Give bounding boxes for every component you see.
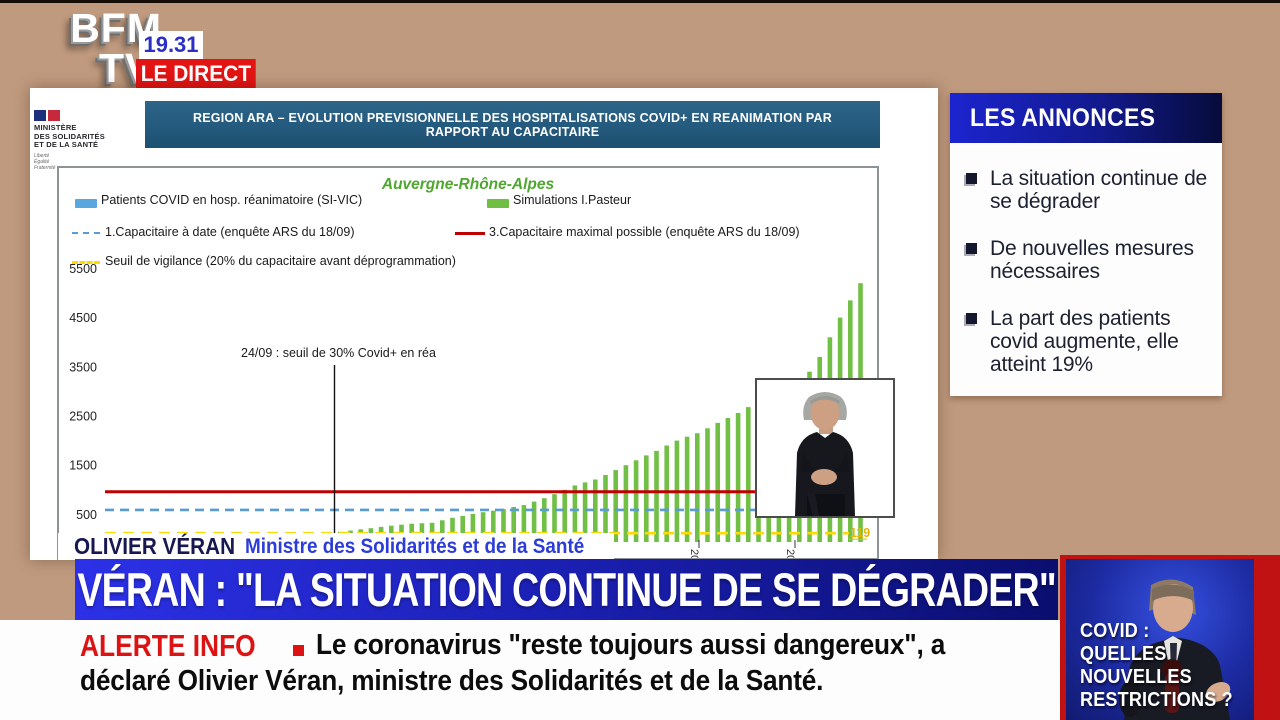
legend-label-simulations: Simulations I.Pasteur — [513, 193, 632, 207]
speaker-role: Ministre des Solidarités et de la Santé — [244, 534, 585, 558]
svg-text:24/09 : seuil de 30% Covid+ en: 24/09 : seuil de 30% Covid+ en réa — [241, 346, 436, 360]
ministry-line: ET DE LA SANTÉ — [34, 140, 99, 149]
ministry-line: MINISTÈRE — [34, 123, 77, 132]
svg-text:5500: 5500 — [69, 262, 97, 276]
interpreter-figure — [757, 380, 893, 516]
teaser-title: COVID : QUELLES NOUVELLES RESTRICTIONS ? — [1080, 619, 1233, 711]
speaker-photo — [1119, 579, 1231, 720]
legend-swatch-patients — [75, 199, 97, 208]
ticker-line-2: déclaré Olivier Véran, ministre des Soli… — [80, 665, 824, 697]
svg-text:3500: 3500 — [69, 360, 97, 374]
clock: 19.31 — [139, 31, 203, 59]
sign-language-interpreter-inset — [755, 378, 895, 518]
svg-text:2500: 2500 — [69, 410, 97, 424]
square-bullet-icon — [966, 313, 977, 324]
announcements-header: LES ANNONCES — [950, 93, 1222, 143]
ticker-line-1: Le coronavirus "reste toujours aussi dan… — [316, 629, 946, 661]
ministry-logo: MINISTÈRE DES SOLIDARITÉS ET DE LA SANTÉ… — [34, 110, 144, 171]
list-item: La part des patients covid augmente, ell… — [966, 307, 1210, 376]
svg-text:119: 119 — [850, 526, 870, 540]
ministry-motto: Liberté Égalité Fraternité — [34, 152, 56, 171]
legend-swatch-capacitaire-date — [72, 232, 100, 234]
live-badge: LE DIRECT — [136, 59, 256, 89]
chart-title: Auvergne-Rhône-Alpes — [381, 176, 555, 193]
teaser-inner: COVID : QUELLES NOUVELLES RESTRICTIONS ? — [1066, 559, 1254, 720]
legend-swatch-capacitaire-max — [455, 232, 485, 235]
headline-text: VÉRAN : "LA SITUATION CONTINUE DE SE DÉG… — [77, 563, 1056, 616]
red-square-bullet-icon — [293, 645, 304, 656]
legend-label-patients: Patients COVID en hosp. réanimatoire (SI… — [101, 193, 363, 207]
breaking-news-bar: ALERTE INFO Le coronavirus "reste toujou… — [0, 620, 1060, 720]
speaker-caption: OLIVIER VÉRAN Ministre des Solidarités e… — [58, 533, 614, 560]
svg-text:1500: 1500 — [69, 459, 97, 473]
legend-swatch-seuil-vigilance — [72, 261, 100, 264]
slide-title-banner: REGION ARA – EVOLUTION PREVISIONNELLE DE… — [145, 101, 880, 148]
svg-text:20: 20 — [784, 549, 796, 560]
legend-label-capacitaire-max: 3.Capacitaire maximal possible (enquête … — [489, 225, 800, 239]
announcements-body: La situation continue de se dégrader De … — [950, 143, 1222, 396]
ministry-line: DES SOLIDARITÉS — [34, 131, 105, 141]
top-border — [0, 0, 1280, 3]
legend-swatch-simulations — [487, 199, 509, 208]
alert-label: ALERTE INFO — [80, 628, 256, 663]
list-item: La situation continue de se dégrader — [966, 167, 1210, 213]
square-bullet-icon — [966, 243, 977, 254]
french-flag-icon — [34, 110, 60, 121]
speaker-name: OLIVIER VÉRAN — [74, 533, 236, 559]
headline-banner: VÉRAN : "LA SITUATION CONTINUE DE SE DÉG… — [75, 559, 1058, 620]
list-item: De nouvelles mesures nécessaires — [966, 237, 1210, 283]
announcements-title: LES ANNONCES — [970, 103, 1156, 132]
legend-label-seuil-vigilance: Seuil de vigilance (20% du capacitaire a… — [105, 254, 456, 268]
program-teaser: COVID : QUELLES NOUVELLES RESTRICTIONS ? — [1060, 555, 1280, 720]
legend-label-capacitaire-date: 1.Capacitaire à date (enquête ARS du 18/… — [105, 225, 355, 239]
svg-text:20: 20 — [688, 549, 700, 560]
announcements-panel: LES ANNONCES La situation continue de se… — [950, 93, 1222, 396]
svg-text:500: 500 — [76, 508, 97, 522]
svg-text:4500: 4500 — [69, 311, 97, 325]
square-bullet-icon — [966, 173, 977, 184]
